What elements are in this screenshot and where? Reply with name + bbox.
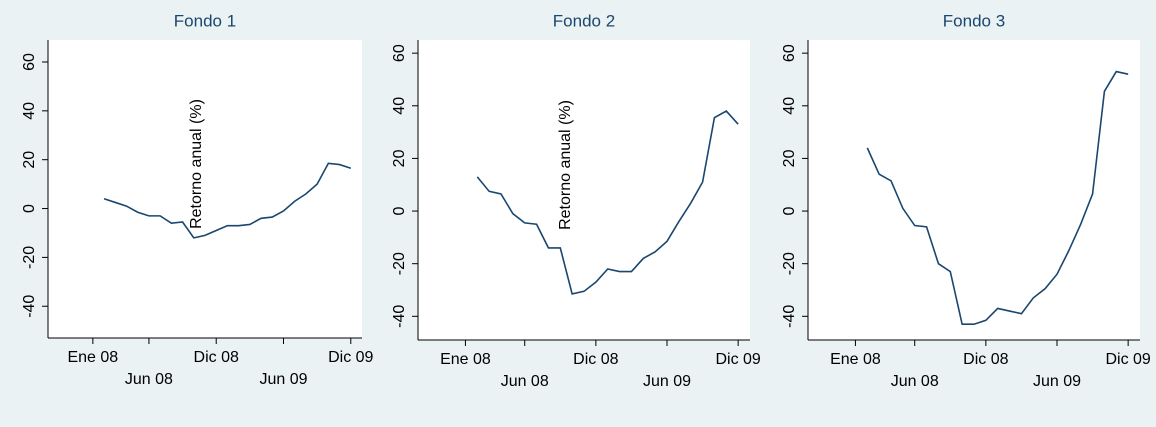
- panel-title: Fondo 1: [174, 11, 236, 30]
- y-tick-label: 40: [21, 102, 38, 120]
- x-tick-label: Jun 08: [501, 373, 549, 390]
- y-tick-label: 20: [21, 151, 38, 169]
- y-tick-label: 60: [21, 53, 38, 71]
- y-tick-label: 40: [391, 97, 408, 115]
- x-tick-label: Dic 09: [715, 351, 760, 368]
- y-tick-label: -20: [391, 252, 408, 275]
- y-tick-label: 20: [391, 149, 408, 167]
- x-tick-label: Dic 08: [963, 351, 1008, 368]
- x-tick-label: Dic 09: [328, 349, 373, 366]
- data-line: [866, 70, 1129, 326]
- x-tick-label: Dic 08: [573, 351, 618, 368]
- x-tick-label: Jun 09: [643, 373, 691, 390]
- y-tick-label: -40: [781, 305, 798, 328]
- y-tick-label: -40: [21, 295, 38, 318]
- y-tick-label: 0: [391, 207, 408, 216]
- y-tick-label: -20: [21, 246, 38, 269]
- y-tick-label: 20: [781, 149, 798, 167]
- y-axis-label: Retorno anual (%): [188, 99, 205, 229]
- y-tick-label: 0: [781, 207, 798, 216]
- x-tick-label: Ene 08: [830, 351, 881, 368]
- data-line: [476, 110, 739, 295]
- plot-area: [418, 40, 750, 340]
- y-tick-label: 60: [781, 44, 798, 62]
- x-tick-label: Dic 08: [194, 349, 239, 366]
- y-tick-label: 60: [391, 44, 408, 62]
- y-tick-label: 0: [21, 204, 38, 213]
- x-tick-label: Ene 08: [67, 349, 118, 366]
- x-tick-label: Jun 09: [1033, 373, 1081, 390]
- panel-title: Fondo 3: [943, 11, 1005, 30]
- data-line: [103, 162, 352, 239]
- plot-area: [48, 40, 362, 338]
- plot-area: [808, 40, 1140, 340]
- panel-title: Fondo 2: [553, 11, 615, 30]
- x-tick-label: Jun 08: [891, 373, 939, 390]
- y-tick-label: -20: [781, 252, 798, 275]
- y-axis-label: Retorno anual (%): [557, 100, 574, 230]
- x-tick-label: Jun 08: [125, 371, 173, 388]
- x-tick-label: Ene 08: [440, 351, 491, 368]
- x-tick-label: Jun 09: [259, 371, 307, 388]
- y-tick-label: -40: [391, 305, 408, 328]
- y-tick-label: 40: [781, 97, 798, 115]
- x-tick-label: Dic 09: [1105, 351, 1150, 368]
